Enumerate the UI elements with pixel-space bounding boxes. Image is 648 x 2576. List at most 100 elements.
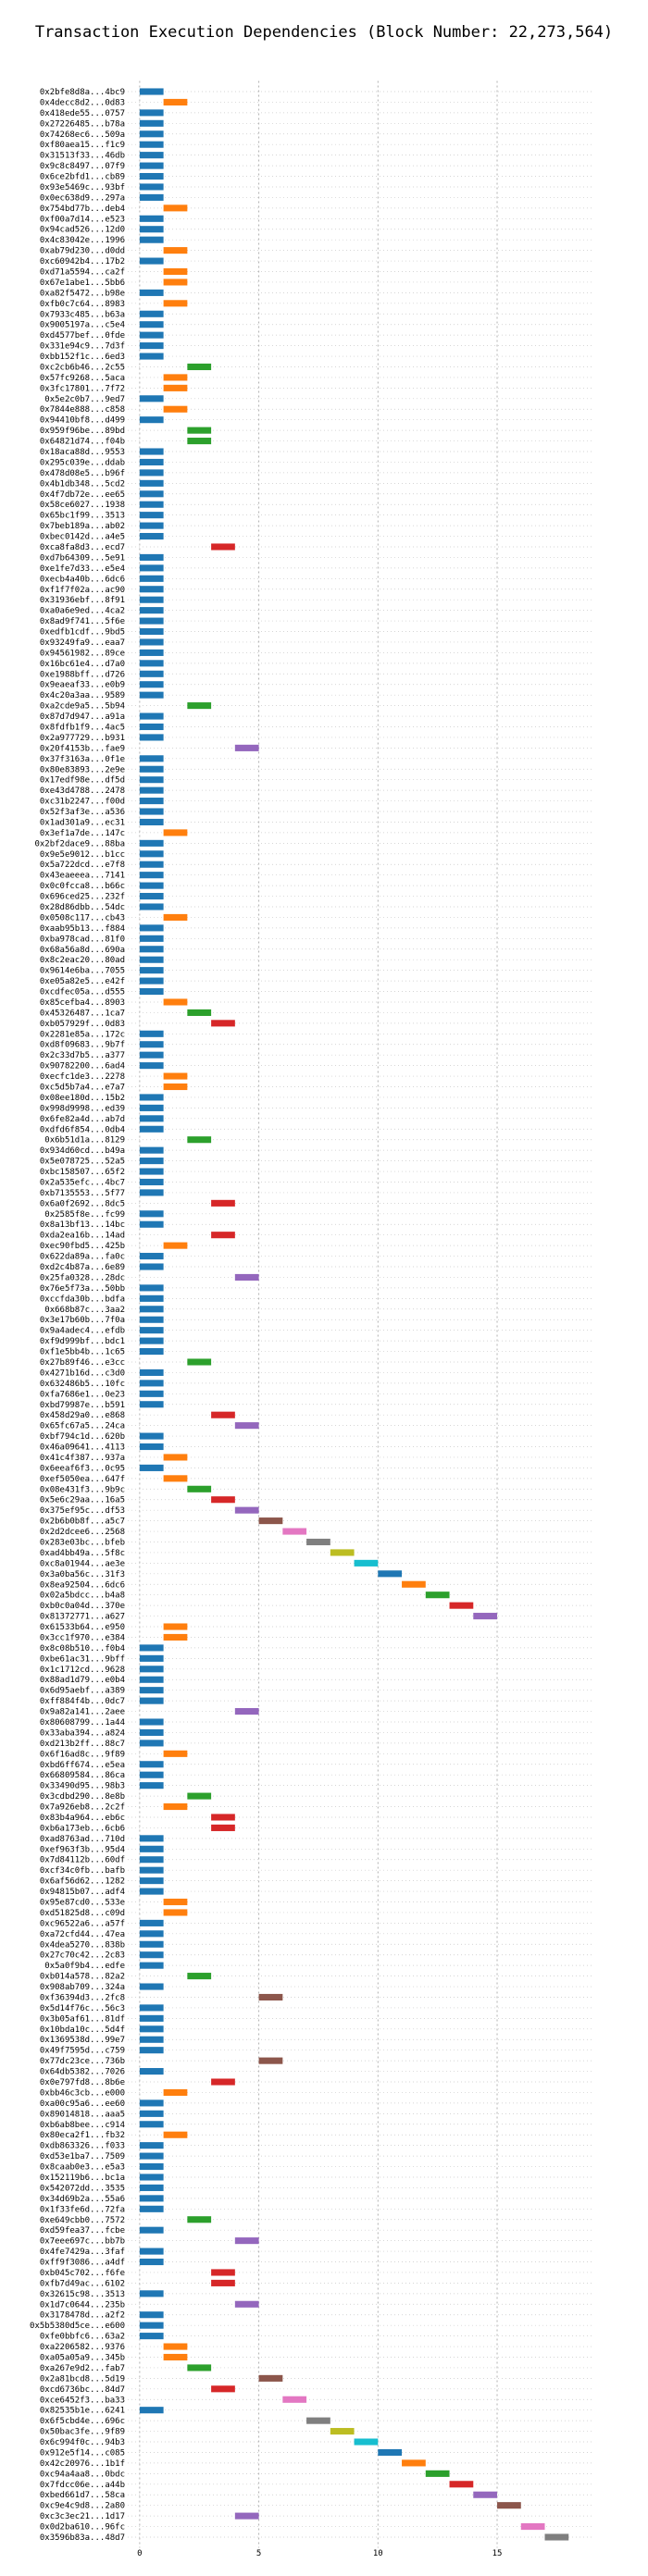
- tx-label: 0x6af56d62...1282: [40, 1877, 125, 1887]
- tx-label: 0x46a09641...4113: [40, 1443, 125, 1453]
- tx-bar: [139, 670, 164, 677]
- tx-bar: [139, 935, 164, 942]
- tx-bar: [139, 2407, 164, 2414]
- tx-bar: [139, 1253, 164, 1260]
- tx-label: 0xba978cad...81f0: [40, 935, 125, 944]
- tx-bar: [139, 1263, 164, 1270]
- tx-label: 0x8fdfb1f9...4ac5: [40, 723, 125, 732]
- tx-label: 0x3cc1f970...e384: [40, 1633, 125, 1642]
- tx-label: 0x37f3163a...0f1e: [40, 755, 125, 764]
- tx-label: 0xb014a578...82a2: [40, 1973, 125, 1982]
- tx-label: 0x908ab709...324a: [40, 1983, 125, 1992]
- tx-label: 0x0e797fd8...8b6e: [40, 2078, 125, 2087]
- tx-label: 0x331e94c9...7d3f: [40, 342, 125, 352]
- tx-bar: [139, 617, 164, 625]
- tx-bar: [234, 744, 259, 751]
- tx-label: 0x6b51d1a...8129: [44, 1136, 125, 1146]
- tx-bar: [139, 1390, 164, 1397]
- tx-label: 0xbed661d7...58ca: [40, 2491, 125, 2500]
- tx-bar: [139, 681, 164, 688]
- tx-label: 0xdfd6f854...0db4: [40, 1125, 125, 1134]
- tx-label: 0xe05a82e5...e42f: [40, 977, 125, 986]
- tx-bar: [139, 1919, 164, 1926]
- tx-label: 0xdb863326...f033: [40, 2142, 125, 2151]
- tx-bar: [163, 279, 188, 286]
- tx-bar: [163, 1633, 188, 1641]
- tx-bar: [139, 479, 164, 487]
- tx-bar: [163, 829, 188, 836]
- tx-bar: [473, 2491, 498, 2498]
- tx-label: 0x4c20a3aa...9589: [40, 691, 125, 700]
- tx-bar: [139, 586, 164, 593]
- tx-bar: [139, 808, 164, 815]
- tx-bar: [139, 1294, 164, 1302]
- tx-bar: [139, 1220, 164, 1228]
- tx-bar: [139, 119, 164, 127]
- tx-bar: [139, 162, 164, 169]
- tx-bar: [282, 1528, 307, 1535]
- tx-bar: [163, 1750, 188, 1757]
- tx-label: 0x6fe82a4d...ab7d: [40, 1115, 125, 1124]
- tx-bar: [282, 2396, 307, 2403]
- tx-bar: [139, 1856, 164, 1864]
- tx-label: 0x6eeaf6f3...0c95: [40, 1464, 125, 1473]
- tx-bar: [139, 1877, 164, 1885]
- tx-bar: [234, 1273, 259, 1282]
- tx-bar: [402, 1580, 426, 1588]
- tx-label: 0x478d08e5...b96f: [40, 469, 125, 478]
- tx-bar: [139, 342, 164, 350]
- tx-label: 0xd7b64309...5e91: [40, 553, 125, 563]
- tx-label: 0x6f16ad8c...9f89: [40, 1750, 125, 1759]
- tx-label: 0xecfc1de3...2278: [40, 1072, 125, 1082]
- tx-label: 0x7eee697c...bb7b: [40, 2237, 125, 2247]
- tx-bar: [139, 1644, 164, 1652]
- tx-bar: [163, 1242, 188, 1249]
- tx-label: 0x16bc61e4...d7a0: [40, 660, 125, 669]
- tx-bar: [211, 2269, 235, 2276]
- tx-label: 0x7beb189a...ab02: [40, 522, 125, 531]
- tx-label: 0x3ef1a7de...147c: [40, 829, 125, 838]
- tx-label: 0xb7135553...5f77: [40, 1189, 125, 1198]
- tx-label: 0xe1988bff...d726: [40, 670, 125, 679]
- tx-label: 0xb6ab8bee...c914: [40, 2121, 125, 2130]
- tx-bar: [187, 363, 212, 371]
- tx-bar: [163, 1454, 188, 1461]
- tx-bar: [402, 2459, 426, 2467]
- tx-label: 0x2a977729...b931: [40, 734, 125, 743]
- tx-label: 0xf9d999bf...bdc1: [40, 1337, 125, 1346]
- tx-label: 0x67e1abe1...5bb6: [40, 279, 125, 288]
- tx-bar: [163, 2343, 188, 2350]
- tx-bar: [139, 1983, 164, 1990]
- tx-label: 0x3cdbd290...8e8b: [40, 1792, 125, 1802]
- tx-label: 0x85cefba4...8903: [40, 998, 125, 1008]
- tx-label: 0xbb152f1c...6ed3: [40, 353, 125, 362]
- tx-bar: [139, 1782, 164, 1790]
- tx-bar: [163, 204, 188, 212]
- tx-label: 0x7d84112b...60df: [40, 1856, 125, 1865]
- tx-bar: [139, 575, 164, 582]
- tx-bar: [139, 532, 164, 540]
- tx-label: 0xa05a05a9...345b: [40, 2353, 125, 2362]
- tx-label: 0x9eaeaf33...e0b9: [40, 681, 125, 690]
- tx-label: 0x0c0fcca8...b66c: [40, 882, 125, 891]
- tx-label: 0x64db5382...7026: [40, 2068, 125, 2077]
- tx-label: 0xef5050ea...647f: [40, 1475, 125, 1484]
- tx-label: 0xbf794c1d...620b: [40, 1432, 125, 1442]
- tx-bar: [139, 522, 164, 529]
- tx-label: 0x9e5e9012...b1cc: [40, 850, 125, 860]
- tx-label: 0x418ede55...0757: [40, 109, 125, 118]
- tx-bar: [306, 2417, 330, 2424]
- tx-label: 0x4c83042e...1996: [40, 236, 125, 245]
- tx-label: 0x1c1712cd...9628: [40, 1666, 125, 1675]
- tx-bar: [139, 924, 164, 932]
- tx-label: 0x94cad526...12d0: [40, 226, 125, 235]
- tx-bar: [211, 2279, 235, 2286]
- tx-label: 0x8ad9f741...5f6e: [40, 617, 125, 626]
- tx-label: 0x959f96be...89bd: [40, 427, 125, 436]
- tx-label: 0xa82f5472...b98e: [40, 289, 125, 298]
- tx-label: 0x542072dd...3535: [40, 2184, 125, 2193]
- tx-label: 0xc5d5b7a4...e7a7: [40, 1084, 125, 1093]
- tx-bar: [139, 1962, 164, 1969]
- tx-label: 0x93249fa9...eaa7: [40, 638, 125, 648]
- tx-label: 0x9614e6ba...7055: [40, 967, 125, 976]
